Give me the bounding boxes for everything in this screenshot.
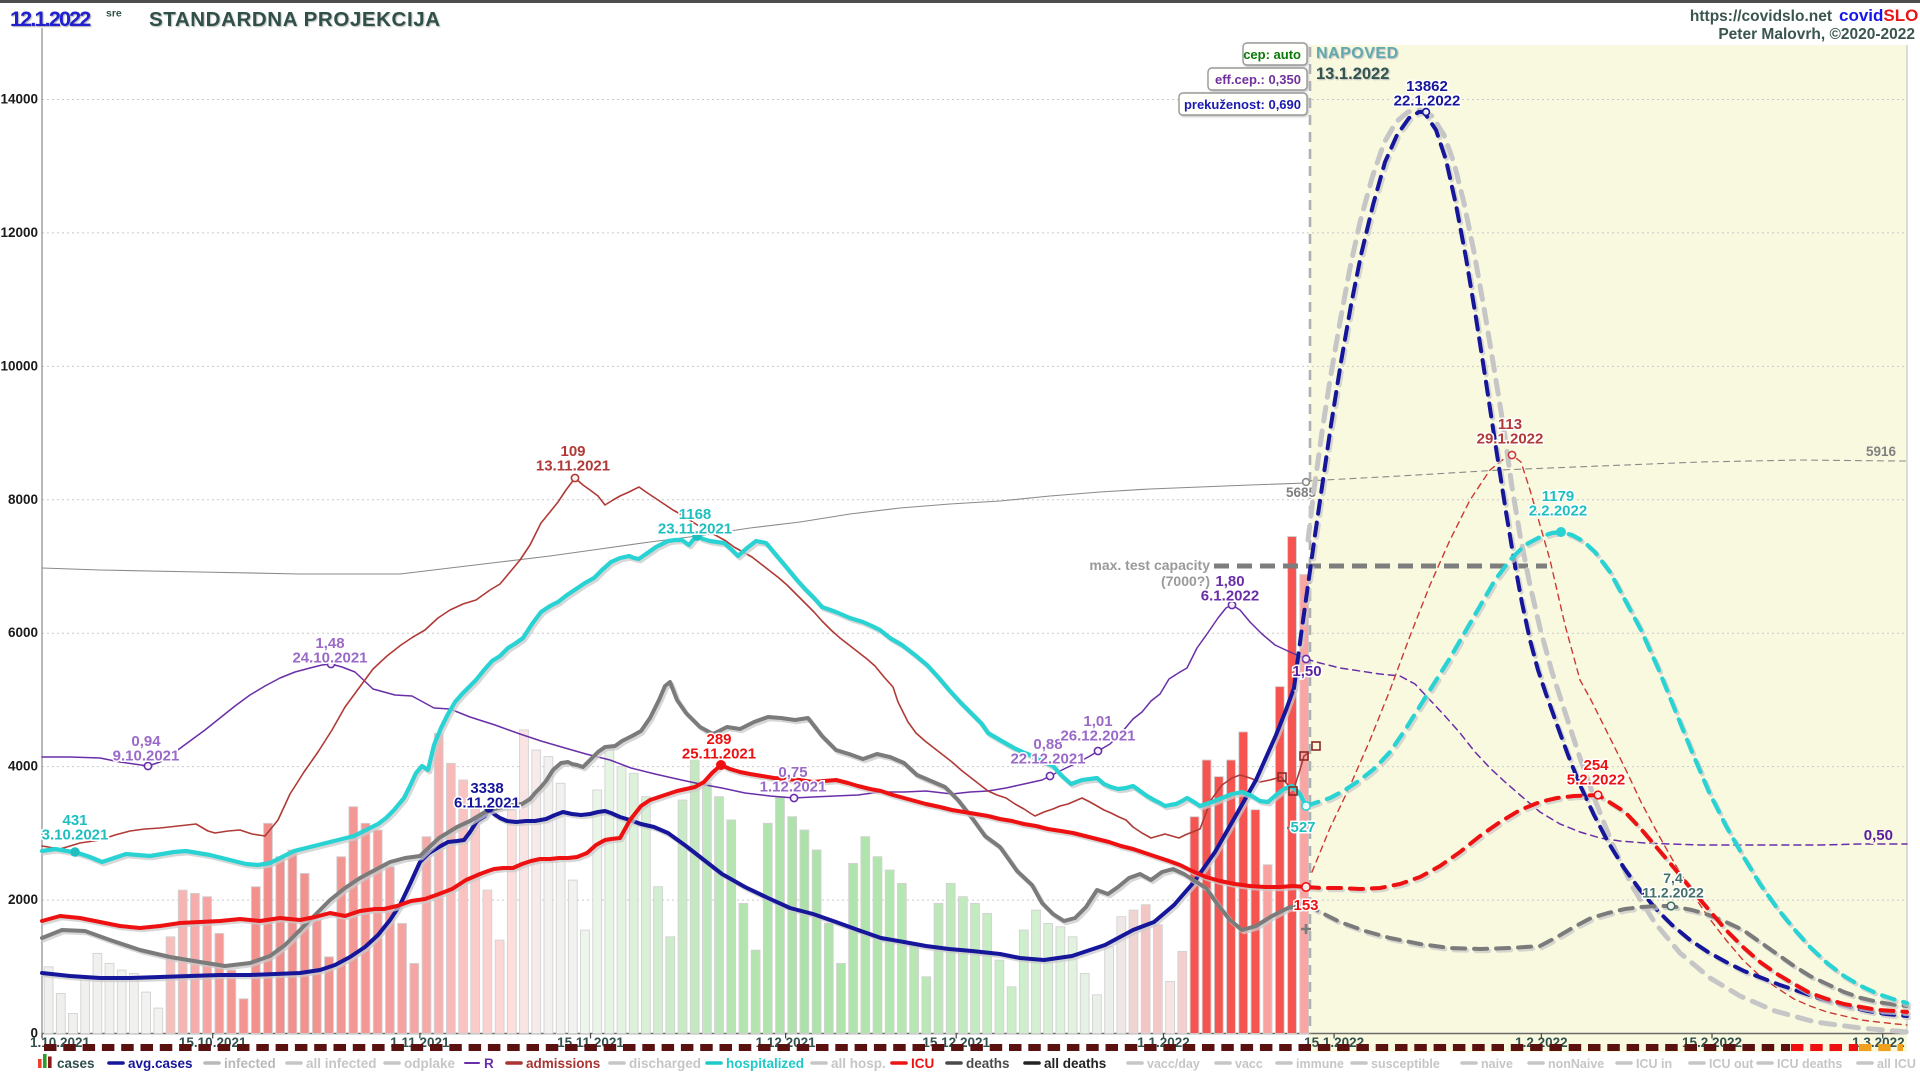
svg-text:11.2.2022: 11.2.2022 <box>1642 885 1704 901</box>
svg-text:527: 527 <box>1290 819 1315 836</box>
svg-text:5916: 5916 <box>1866 444 1897 459</box>
svg-text:cep: auto: cep: auto <box>1243 47 1301 62</box>
svg-text:13.1.2022: 13.1.2022 <box>1316 65 1389 83</box>
svg-text:all hosp.: all hosp. <box>831 1056 886 1071</box>
svg-text:vacc: vacc <box>1235 1057 1263 1071</box>
svg-text:0: 0 <box>30 1026 38 1041</box>
svg-text:all deaths: all deaths <box>1044 1056 1106 1071</box>
svg-text:(7000?): (7000?) <box>1161 573 1210 589</box>
svg-text:6000: 6000 <box>8 625 38 640</box>
svg-text:153: 153 <box>1293 897 1318 914</box>
svg-text:sre: sre <box>106 8 122 20</box>
svg-text:4000: 4000 <box>8 759 38 774</box>
svg-text:13862: 13862 <box>1406 78 1448 95</box>
svg-text:Peter Malovrh, ©2020-2022: Peter Malovrh, ©2020-2022 <box>1718 26 1915 43</box>
svg-text:3338: 3338 <box>470 780 503 797</box>
svg-text:https://covidslo.net: https://covidslo.net <box>1690 8 1832 25</box>
svg-text:6.1.2022: 6.1.2022 <box>1201 588 1259 605</box>
svg-text:26.12.2021: 26.12.2021 <box>1060 728 1135 745</box>
svg-text:22.1.2022: 22.1.2022 <box>1394 93 1461 110</box>
svg-text:10000: 10000 <box>0 358 38 373</box>
svg-text:deaths: deaths <box>966 1056 1010 1071</box>
svg-text:0,50: 0,50 <box>1864 827 1893 844</box>
svg-text:2.2.2022: 2.2.2022 <box>1529 503 1587 520</box>
svg-text:13.11.2021: 13.11.2021 <box>536 458 610 475</box>
svg-text:admissions: admissions <box>526 1056 600 1071</box>
svg-text:infected: infected <box>224 1056 276 1071</box>
svg-text:23.11.2021: 23.11.2021 <box>658 521 732 538</box>
svg-text:naive: naive <box>1481 1057 1513 1071</box>
svg-text:1,48: 1,48 <box>315 635 344 652</box>
svg-text:109: 109 <box>560 443 585 460</box>
svg-text:ICU deaths: ICU deaths <box>1777 1057 1842 1071</box>
svg-text:14000: 14000 <box>0 92 38 107</box>
svg-text:cases: cases <box>57 1056 95 1071</box>
svg-text:15.1.2022: 15.1.2022 <box>1304 1035 1364 1050</box>
svg-text:vacc/day: vacc/day <box>1147 1057 1200 1071</box>
svg-text:nonNaive: nonNaive <box>1548 1057 1604 1071</box>
svg-text:NAPOVED: NAPOVED <box>1316 45 1399 62</box>
svg-text:0,94: 0,94 <box>131 733 161 750</box>
svg-text:3.10.2021: 3.10.2021 <box>42 827 109 844</box>
svg-text:odplake: odplake <box>404 1056 456 1071</box>
svg-text:22.12.2021: 22.12.2021 <box>1010 751 1085 768</box>
svg-text:5685: 5685 <box>1286 485 1317 500</box>
svg-text:0,75: 0,75 <box>778 764 807 781</box>
svg-text:431: 431 <box>62 812 87 829</box>
svg-text:7,4: 7,4 <box>1663 870 1683 886</box>
svg-text:0,88: 0,88 <box>1033 736 1062 753</box>
svg-text:immune: immune <box>1296 1057 1344 1071</box>
svg-text:1.10.2021: 1.10.2021 <box>30 1035 91 1050</box>
svg-text:8000: 8000 <box>8 492 38 507</box>
svg-text:1,80: 1,80 <box>1215 573 1244 590</box>
svg-text:289: 289 <box>706 731 731 748</box>
svg-text:prekuženost: 0,690: prekuženost: 0,690 <box>1184 97 1301 112</box>
svg-text:ICU: ICU <box>911 1056 934 1071</box>
svg-text:2000: 2000 <box>8 892 38 907</box>
svg-text:24.10.2021: 24.10.2021 <box>292 650 367 667</box>
svg-text:1,01: 1,01 <box>1083 713 1112 730</box>
svg-text:hospitalized: hospitalized <box>726 1056 804 1071</box>
svg-text:6.11.2021: 6.11.2021 <box>454 795 520 812</box>
svg-text:1,50: 1,50 <box>1292 663 1321 680</box>
svg-text:1168: 1168 <box>679 506 712 523</box>
svg-text:29.1.2022: 29.1.2022 <box>1477 431 1544 448</box>
svg-text:113: 113 <box>1498 416 1522 433</box>
svg-text:254: 254 <box>1583 757 1609 774</box>
svg-text:covidSLO: covidSLO <box>1839 6 1918 25</box>
svg-text:12000: 12000 <box>0 225 38 240</box>
svg-text:max. test capacity: max. test capacity <box>1089 557 1210 573</box>
svg-text:9.10.2021: 9.10.2021 <box>113 748 180 765</box>
svg-text:STANDARDNA PROJEKCIJA: STANDARDNA PROJEKCIJA <box>149 8 441 31</box>
svg-text:avg.cases: avg.cases <box>128 1056 193 1071</box>
svg-text:1.12.2021: 1.12.2021 <box>760 779 827 796</box>
svg-text:susceptible: susceptible <box>1371 1057 1440 1071</box>
svg-text:5.2.2022: 5.2.2022 <box>1567 772 1625 789</box>
svg-text:all infected: all infected <box>306 1056 377 1071</box>
svg-text:discharged: discharged <box>629 1056 701 1071</box>
svg-text:1179: 1179 <box>1542 488 1575 505</box>
svg-text:eff.cep.: 0,350: eff.cep.: 0,350 <box>1215 72 1301 87</box>
svg-text:ICU in: ICU in <box>1636 1057 1672 1071</box>
svg-text:all ICU: all ICU <box>1877 1057 1916 1071</box>
svg-text:R: R <box>484 1056 494 1071</box>
svg-text:ICU out: ICU out <box>1709 1057 1754 1071</box>
svg-text:12.1.2022: 12.1.2022 <box>10 7 91 31</box>
svg-text:25.11.2021: 25.11.2021 <box>682 746 756 763</box>
